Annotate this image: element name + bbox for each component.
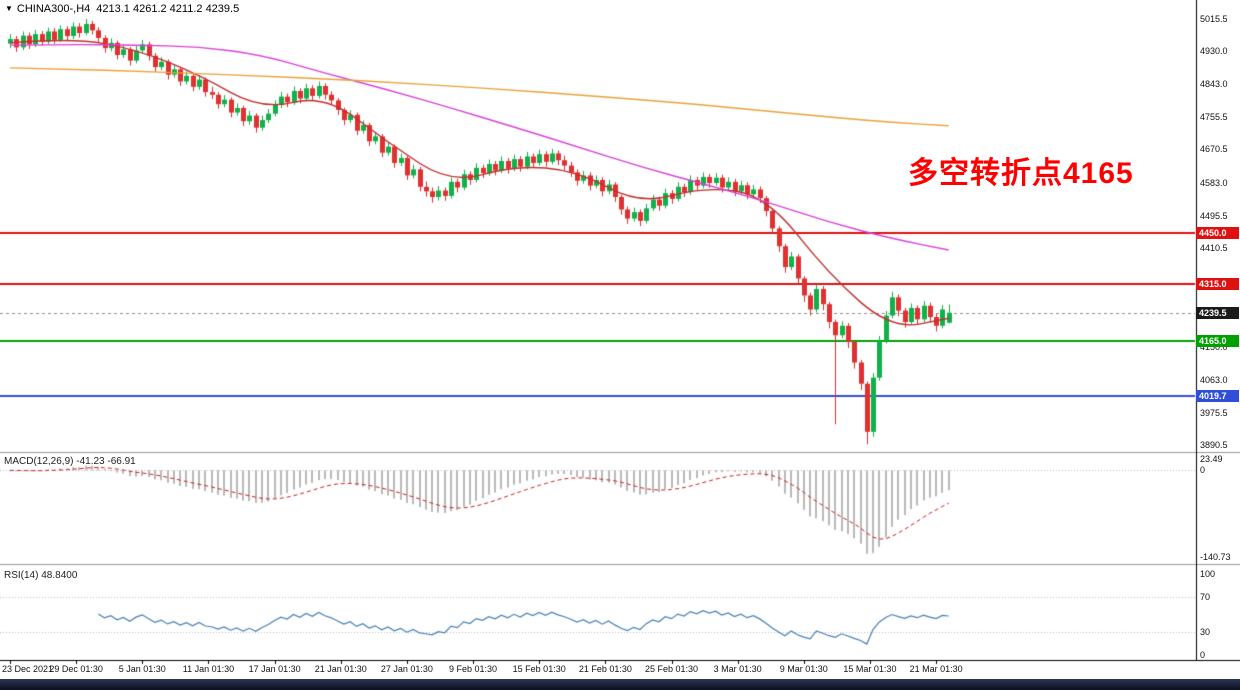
date-label: 9 Feb 01:30 [449,664,498,674]
macd-axis-label: 0 [1200,465,1206,476]
rsi-name: RSI(14) [4,570,39,581]
date-label: 25 Feb 01:30 [644,664,699,674]
price-axis-label: 3890.5 [1200,439,1228,450]
price-axis-label: 4495.5 [1200,210,1228,221]
rsi-axis-label: 70 [1200,592,1211,603]
price-axis-label: 4755.5 [1200,112,1228,123]
macd-values: -41.23 -66.91 [76,456,136,467]
date-label: 9 Mar 01:30 [779,664,828,674]
rsi-indicator-label: RSI(14) 48.8400 [4,570,77,581]
price-axis-label: 4670.5 [1200,144,1228,155]
price-level-badge: 4019.7 [1196,389,1239,402]
macd-axis-label: -140.73 [1200,552,1231,562]
price-level-badge: 4165.0 [1196,334,1239,347]
price-level-badge: 4315.0 [1196,278,1239,291]
date-label: 11 Jan 01:30 [182,664,235,674]
price-axis-label: 3975.5 [1200,407,1228,418]
date-label: 27 Jan 01:30 [380,664,433,674]
price-level-badge: 4450.0 [1196,226,1239,239]
rsi-axis-label: 30 [1200,626,1211,637]
price-axis-label: 4930.0 [1200,46,1228,57]
date-label: 21 Feb 01:30 [578,664,632,674]
price-axis-label: 5015.5 [1200,13,1228,24]
macd-name: MACD(12,26,9) [4,456,74,467]
ohlc-values: 4213.1 4261.2 4211.2 4239.5 [96,3,240,15]
chart-dropdown-icon[interactable]: ▼ [5,4,13,13]
date-label: 15 Mar 01:30 [843,664,897,674]
macd-axis-label: 23.49 [1200,454,1223,464]
macd-indicator-label: MACD(12,26,9) -41.23 -66.91 [4,456,136,467]
date-label: 17 Jan 01:30 [248,664,301,674]
annotation-text: 多空转折点4165 [908,157,1134,190]
rsi-axis-label: 100 [1200,569,1216,579]
date-label: 21 Jan 01:30 [314,664,367,674]
window-bottom-bar [0,679,1240,690]
price-axis-label: 4410.5 [1200,242,1228,253]
price-axis-label: 4583.0 [1200,177,1228,188]
date-label: 15 Feb 01:30 [512,664,566,674]
rsi-value: 48.8400 [41,570,78,581]
chart-header: ▼ CHINA300-,H4 4213.1 4261.2 4211.2 4239.5 [5,3,239,15]
date-label: 23 Dec 2021 [2,664,54,674]
date-label: 3 Mar 01:30 [713,664,762,674]
date-label: 29 Dec 01:30 [49,664,103,674]
symbol-timeframe-label: CHINA300-,H4 [16,3,91,15]
price-axis-label: 4063.0 [1200,374,1228,385]
price-axis-label: 4843.0 [1200,79,1228,90]
rsi-axis-label: 0 [1200,650,1206,660]
date-label: 21 Mar 01:30 [909,664,963,674]
date-label: 5 Jan 01:30 [118,664,166,674]
current-price-badge: 4239.5 [1196,306,1239,319]
